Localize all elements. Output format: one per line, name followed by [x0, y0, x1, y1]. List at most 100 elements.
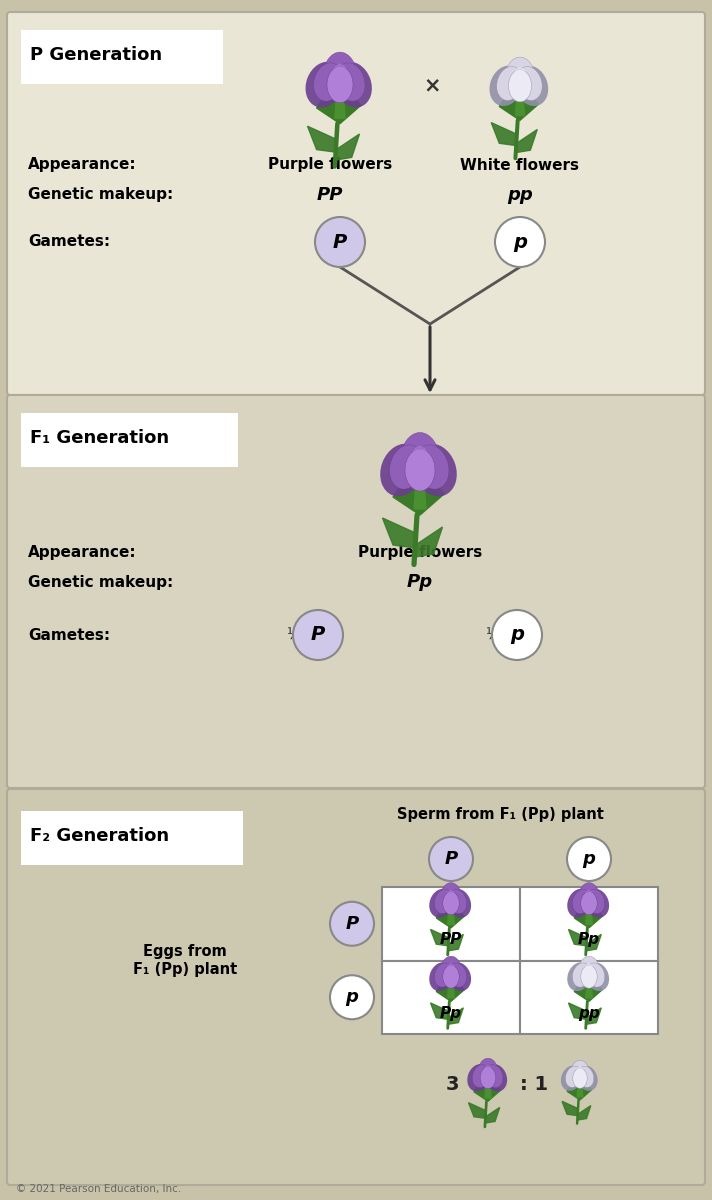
Ellipse shape — [515, 66, 548, 106]
Ellipse shape — [577, 1067, 584, 1075]
Ellipse shape — [333, 64, 347, 79]
FancyBboxPatch shape — [520, 960, 658, 1034]
Ellipse shape — [480, 1067, 496, 1088]
Ellipse shape — [567, 889, 591, 918]
Ellipse shape — [447, 889, 471, 918]
Polygon shape — [516, 130, 538, 152]
Ellipse shape — [572, 889, 591, 913]
Ellipse shape — [449, 962, 467, 988]
FancyBboxPatch shape — [382, 960, 520, 1034]
Circle shape — [293, 610, 343, 660]
Polygon shape — [416, 527, 442, 557]
Polygon shape — [382, 518, 416, 548]
Polygon shape — [491, 122, 516, 145]
FancyBboxPatch shape — [520, 887, 658, 960]
Text: F₁ Generation: F₁ Generation — [30, 428, 169, 446]
Ellipse shape — [335, 62, 365, 101]
Text: Genetic makeup:: Genetic makeup: — [28, 575, 173, 589]
Text: F₂ Generation: F₂ Generation — [30, 827, 169, 845]
Text: : 1: : 1 — [520, 1074, 548, 1093]
Ellipse shape — [413, 444, 457, 497]
Text: ½: ½ — [485, 628, 499, 642]
Ellipse shape — [565, 1066, 582, 1087]
Ellipse shape — [497, 66, 523, 101]
Polygon shape — [436, 979, 451, 1001]
Ellipse shape — [447, 964, 455, 973]
Ellipse shape — [581, 892, 597, 914]
Ellipse shape — [585, 964, 593, 973]
Polygon shape — [587, 1008, 602, 1025]
FancyBboxPatch shape — [21, 811, 243, 865]
Ellipse shape — [581, 965, 597, 988]
Ellipse shape — [578, 883, 600, 914]
Circle shape — [315, 217, 365, 266]
Polygon shape — [587, 935, 602, 950]
Polygon shape — [485, 1078, 491, 1098]
Ellipse shape — [577, 1066, 594, 1087]
Polygon shape — [449, 1008, 464, 1025]
Polygon shape — [431, 1003, 449, 1019]
Polygon shape — [335, 84, 345, 119]
FancyBboxPatch shape — [7, 12, 705, 395]
Text: Appearance:: Appearance: — [28, 545, 137, 559]
Text: pp: pp — [507, 186, 533, 204]
Text: P: P — [311, 625, 325, 644]
Polygon shape — [414, 470, 426, 509]
Ellipse shape — [389, 445, 424, 490]
Text: P: P — [444, 850, 458, 868]
Ellipse shape — [405, 449, 435, 491]
Polygon shape — [448, 904, 454, 924]
Circle shape — [567, 838, 611, 881]
Ellipse shape — [516, 66, 543, 101]
Ellipse shape — [447, 890, 455, 900]
Ellipse shape — [570, 1061, 590, 1087]
Ellipse shape — [585, 889, 609, 918]
Ellipse shape — [449, 889, 467, 913]
Polygon shape — [586, 904, 592, 924]
Polygon shape — [451, 979, 464, 1001]
Polygon shape — [499, 89, 520, 120]
Text: Purple flowers: Purple flowers — [268, 157, 392, 173]
Ellipse shape — [443, 965, 459, 988]
Polygon shape — [308, 126, 336, 152]
Ellipse shape — [429, 889, 453, 918]
Text: 3: 3 — [445, 1074, 459, 1093]
Polygon shape — [575, 979, 589, 1001]
Polygon shape — [340, 89, 361, 124]
Polygon shape — [586, 977, 592, 998]
Ellipse shape — [508, 70, 531, 102]
Text: P: P — [345, 914, 359, 932]
Ellipse shape — [567, 962, 591, 991]
Ellipse shape — [586, 889, 604, 913]
Text: pp: pp — [578, 1006, 600, 1021]
Polygon shape — [575, 906, 589, 928]
Ellipse shape — [327, 66, 353, 103]
Ellipse shape — [577, 1066, 597, 1091]
Polygon shape — [577, 1079, 583, 1097]
Text: Appearance:: Appearance: — [28, 157, 137, 173]
Text: Gametes:: Gametes: — [28, 234, 110, 250]
Text: Pp: Pp — [407, 572, 433, 590]
Text: Gametes:: Gametes: — [28, 628, 110, 642]
Polygon shape — [436, 906, 451, 928]
Text: PP: PP — [317, 186, 343, 204]
Polygon shape — [486, 1108, 500, 1123]
Text: p: p — [582, 850, 595, 868]
Circle shape — [330, 976, 374, 1019]
Polygon shape — [474, 1080, 488, 1102]
Text: White flowers: White flowers — [461, 157, 580, 173]
Polygon shape — [520, 89, 538, 120]
Ellipse shape — [505, 58, 535, 101]
Circle shape — [495, 217, 545, 266]
Text: Pp: Pp — [440, 1006, 462, 1021]
Polygon shape — [568, 1003, 587, 1019]
Text: Genetic makeup:: Genetic makeup: — [28, 187, 173, 203]
Polygon shape — [448, 977, 454, 998]
Ellipse shape — [380, 444, 424, 497]
Circle shape — [330, 901, 374, 946]
Ellipse shape — [323, 52, 357, 102]
Ellipse shape — [486, 1064, 503, 1087]
Text: p: p — [345, 989, 358, 1007]
Ellipse shape — [334, 61, 372, 108]
Polygon shape — [589, 906, 602, 928]
